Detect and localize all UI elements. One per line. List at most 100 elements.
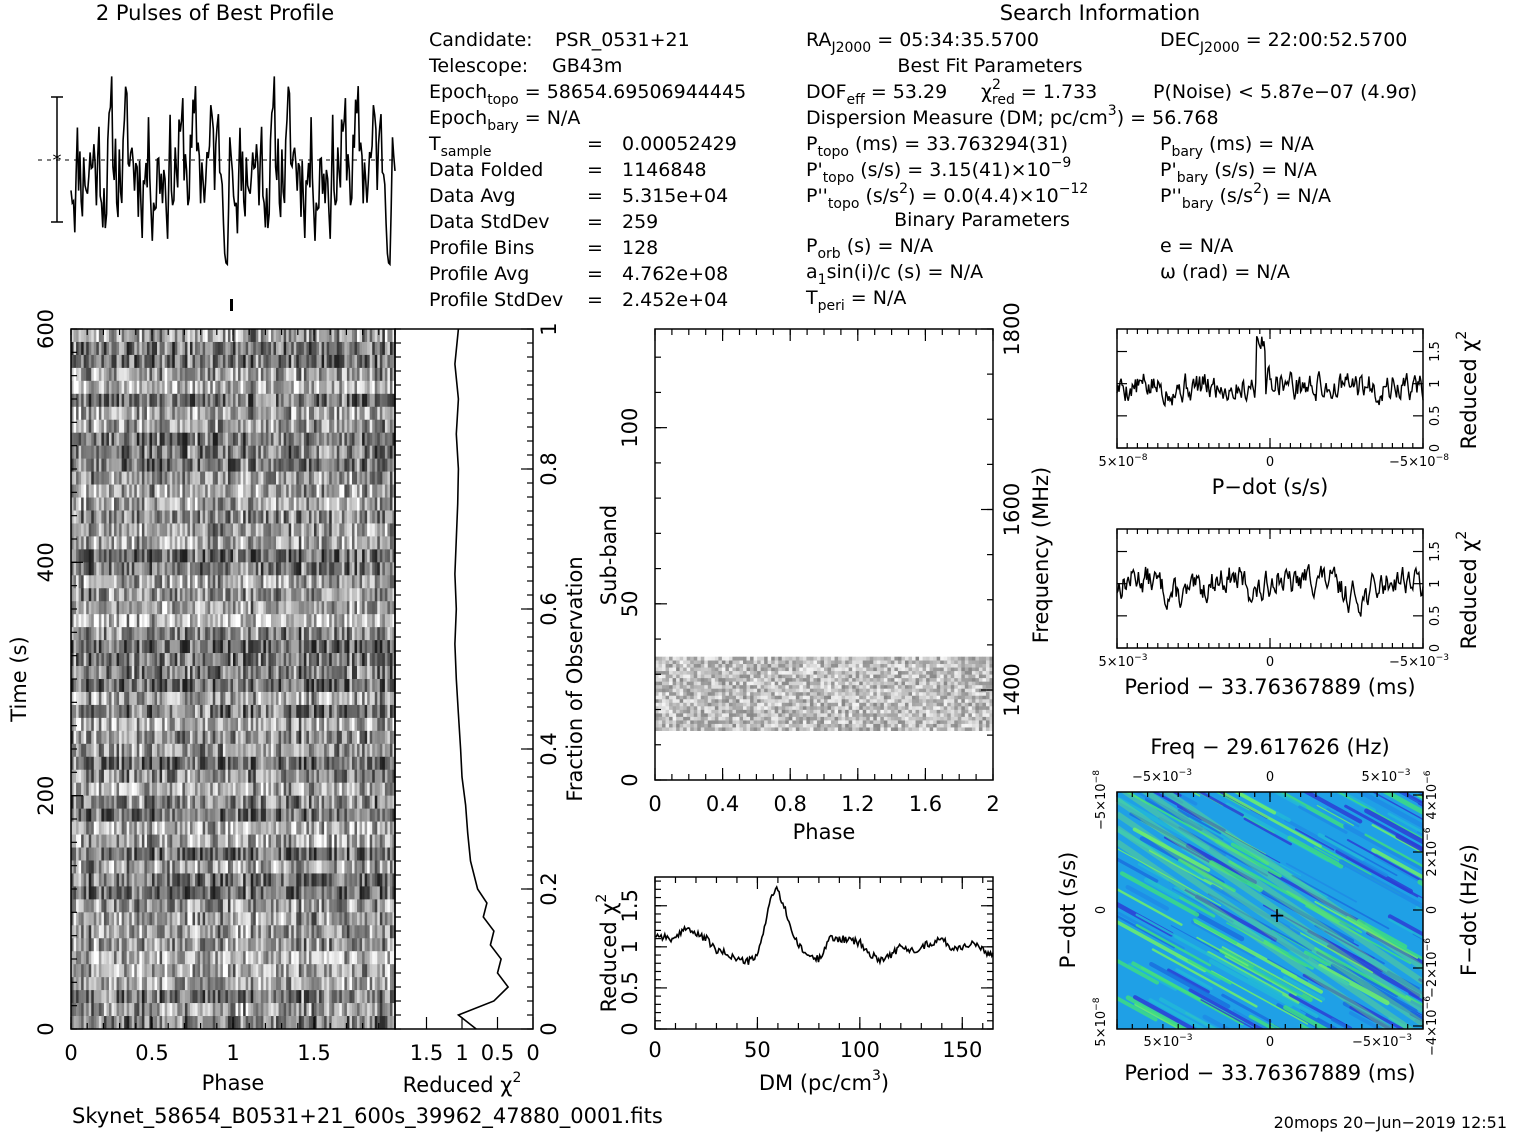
heat-cell	[288, 614, 292, 628]
heat-cell	[265, 627, 269, 641]
heat-cell	[230, 782, 234, 796]
heat-cell	[83, 821, 87, 835]
heat-cell	[263, 406, 267, 421]
heat-cell	[298, 614, 302, 628]
heat-cell	[301, 549, 305, 563]
heat-cell	[212, 717, 216, 732]
heat-cell	[243, 393, 246, 408]
heat-cell	[136, 601, 140, 615]
heat-cell	[372, 536, 376, 550]
heat-cell	[174, 341, 178, 356]
heat-cell	[296, 549, 300, 563]
heat-cell	[324, 640, 327, 654]
heat-cell	[96, 329, 100, 343]
heat-cell	[276, 497, 279, 511]
heat-cell	[78, 821, 82, 835]
heat-cell	[389, 743, 393, 758]
heat-cell	[369, 795, 373, 809]
heat-cell	[389, 653, 393, 667]
heat-cell	[149, 471, 153, 485]
heat-cell	[187, 730, 191, 745]
heat-cell	[230, 445, 234, 459]
heat-cell	[103, 769, 107, 783]
heat-cell	[336, 367, 340, 382]
heat-cell	[270, 341, 274, 356]
heat-cell	[268, 575, 272, 589]
heat-cell	[258, 367, 262, 382]
heat-cell	[215, 640, 219, 654]
heat-cell	[253, 795, 257, 809]
heat-cell	[172, 536, 176, 550]
heat-cell	[76, 640, 79, 654]
heat-cell	[144, 406, 148, 421]
heat-cell	[86, 354, 90, 369]
heat-cell	[374, 653, 378, 667]
heat-cell	[195, 691, 198, 706]
heat-cell	[331, 717, 335, 732]
heat-cell	[106, 640, 110, 654]
heat-cell	[255, 471, 259, 485]
heat-cell	[202, 704, 206, 719]
heat-cell	[212, 341, 216, 356]
heat-cell	[331, 536, 335, 550]
heat-cell	[86, 640, 90, 654]
heat-cell	[362, 756, 365, 771]
heat-cell	[126, 627, 130, 641]
heat-cell	[164, 536, 168, 550]
heat-cell	[119, 471, 122, 485]
heat-cell	[379, 769, 383, 783]
heat-cell	[306, 329, 310, 343]
heat-cell	[174, 653, 178, 667]
heat-cell	[121, 536, 125, 550]
heat-cell	[71, 471, 74, 485]
heat-cell	[270, 562, 274, 576]
heat-cell	[71, 445, 74, 459]
heat-cell	[357, 523, 360, 537]
heat-cell	[179, 329, 183, 343]
heat-cell	[192, 679, 196, 693]
heat-cell	[187, 588, 191, 602]
heat-cell	[167, 523, 171, 537]
heat-cell	[377, 717, 381, 732]
heat-cell	[136, 329, 140, 343]
heat-cell	[336, 756, 340, 771]
heat-cell	[377, 329, 381, 343]
heat-cell	[319, 419, 322, 433]
heat-cell	[245, 601, 249, 615]
heat-cell	[227, 717, 231, 732]
heat-cell	[281, 795, 284, 809]
heat-cell	[276, 380, 279, 395]
heat-cell	[111, 341, 115, 356]
heat-cell	[260, 406, 264, 421]
heat-cell	[174, 769, 178, 783]
heat-cell	[301, 523, 305, 537]
heat-cell	[157, 432, 160, 446]
heat-cell	[78, 679, 82, 693]
heat-cell	[182, 808, 186, 822]
heat-cell	[96, 588, 100, 602]
heat-cell	[316, 536, 320, 550]
heat-cell	[136, 640, 140, 654]
heat-cell	[164, 575, 168, 589]
heat-cell	[273, 523, 277, 537]
heat-cell	[377, 406, 381, 421]
heat-cell	[336, 536, 340, 550]
heat-cell	[273, 329, 277, 343]
heat-cell	[372, 756, 376, 771]
heat-cell	[157, 601, 160, 615]
heat-cell	[248, 808, 252, 822]
heat-cell	[111, 808, 115, 822]
heat-cell	[286, 393, 289, 408]
heat-cell	[238, 782, 241, 796]
heat-cell	[240, 588, 244, 602]
heat-cell	[263, 471, 267, 485]
heat-cell	[159, 782, 163, 796]
heat-cell	[372, 341, 376, 356]
heat-cell	[351, 601, 355, 615]
heat-cell	[76, 756, 79, 771]
heat-cell	[205, 549, 208, 563]
heat-cell	[91, 808, 95, 822]
heat-cell	[240, 653, 244, 667]
heat-cell	[167, 484, 171, 498]
heat-cell	[357, 717, 360, 732]
